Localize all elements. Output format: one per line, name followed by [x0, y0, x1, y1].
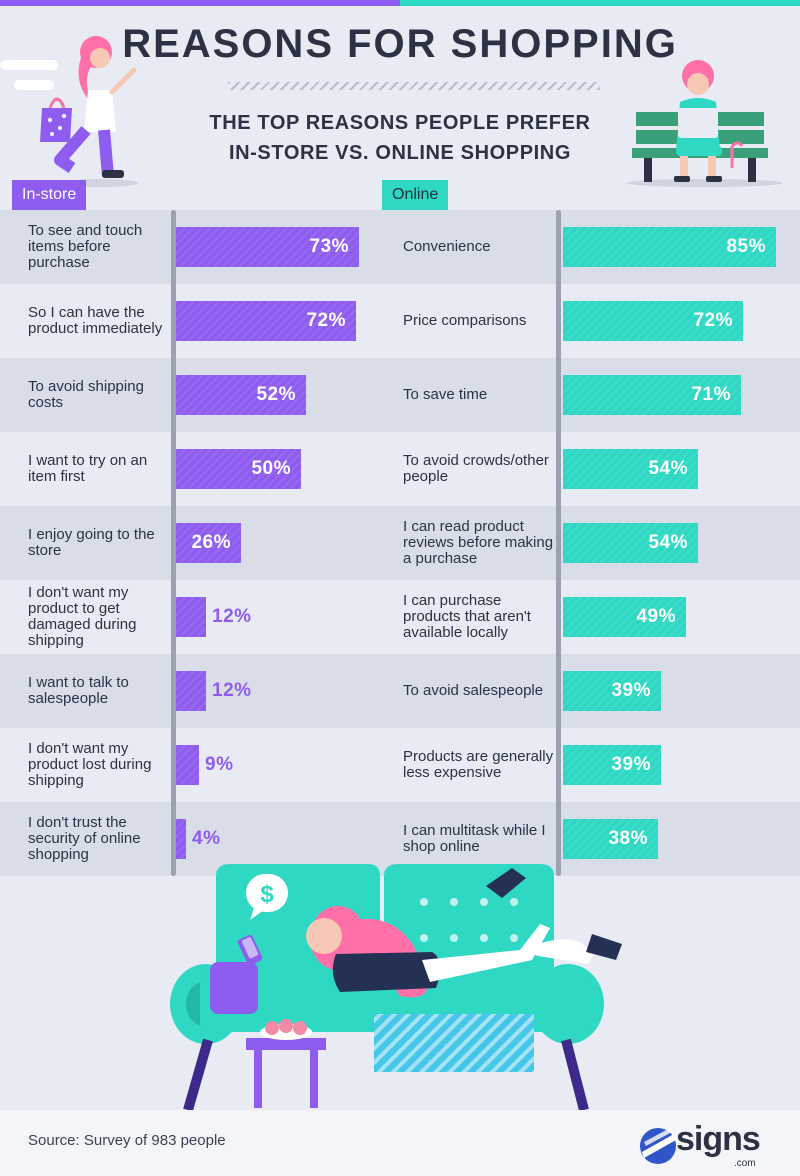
online-category-label: Products are generally less expensive [403, 748, 554, 781]
logo-suffix: .com [734, 1158, 756, 1169]
instore-category-label: I enjoy going to the store [28, 526, 155, 559]
instore-bar [176, 819, 186, 859]
instore-bar [176, 597, 206, 637]
online-row: I can multitask while I shop online 38% [378, 802, 800, 876]
instore-category-label: To see and touch items before purchase [28, 222, 143, 271]
online-row: Price comparisons 72% [378, 284, 800, 358]
instore-category-label: I want to talk to salespeople [28, 674, 129, 707]
instore-bar [176, 523, 241, 563]
instore-category-label: So I can have the product immediately [28, 304, 163, 337]
instore-bar [176, 227, 359, 267]
online-tab-label: Online [392, 186, 439, 203]
instore-value-label: 26% [191, 532, 231, 553]
online-category-label: I can multitask while I shop online [403, 822, 546, 855]
online-value-label: 38% [608, 828, 648, 849]
instore-category-label: I don't want my product to get damaged d… [28, 584, 137, 649]
online-row: Convenience 85% [378, 210, 800, 284]
online-bar [563, 671, 661, 711]
online-value-label: 71% [691, 384, 731, 405]
instore-category-label: I don't want my product lost during ship… [28, 740, 152, 789]
online-row: I can purchase products that aren't avai… [378, 580, 800, 654]
instore-value-label: 73% [309, 236, 349, 257]
instore-category-label: To avoid shipping costs [28, 378, 144, 411]
online-bar [563, 375, 741, 415]
instore-row: So I can have the product immediately 72% [0, 284, 378, 358]
online-tab: Online [382, 180, 449, 218]
page-title: REASONS FOR SHOPPING [122, 22, 678, 66]
online-bar [563, 597, 686, 637]
online-value-label: 54% [648, 532, 688, 553]
instore-row: To avoid shipping costs 52% [0, 358, 378, 432]
online-category-label: To save time [403, 386, 488, 403]
online-bar [563, 819, 658, 859]
top-color-band [0, 0, 800, 6]
shopper-woman-illustration [0, 36, 138, 187]
bench-laptop-illustration [627, 60, 783, 187]
online-category-label: To avoid crowds/other people [403, 452, 549, 485]
online-row: To avoid salespeople 39% [378, 654, 800, 728]
svg-text:$: $ [260, 881, 274, 908]
instore-value-label: 9% [205, 754, 234, 775]
instore-row: I don't want my product to get damaged d… [0, 580, 378, 654]
online-bar [563, 745, 661, 785]
instore-value-label: 12% [212, 680, 252, 701]
instore-bar [176, 301, 356, 341]
instore-value-label: 72% [306, 310, 346, 331]
instore-value-label: 50% [251, 458, 291, 479]
online-bar [563, 523, 698, 563]
source-note: Source: Survey of 983 people [28, 1132, 226, 1149]
logo-mark-icon [640, 1128, 676, 1164]
online-category-label: I can read product reviews before making… [403, 518, 554, 567]
instore-row: I don't want my product lost during ship… [0, 728, 378, 802]
instore-bar [176, 745, 199, 785]
instore-category-label: I want to try on an item first [28, 452, 148, 485]
online-value-label: 54% [648, 458, 688, 479]
online-bar [563, 227, 776, 267]
online-value-label: 85% [726, 236, 766, 257]
instore-bar [176, 671, 206, 711]
instore-bar [176, 375, 306, 415]
online-value-label: 72% [693, 310, 733, 331]
subtitle-line-2: IN-STORE VS. ONLINE SHOPPING [228, 142, 572, 164]
logo-wordmark: signs [676, 1120, 761, 1158]
online-category-label: To avoid salespeople [403, 682, 544, 699]
online-category-label: Price comparisons [403, 312, 527, 329]
instore-row: I want to talk to salespeople 12% [0, 654, 378, 728]
online-category-label: I can purchase products that aren't avai… [403, 592, 531, 641]
instore-axis-line [171, 210, 176, 876]
instore-tab: In-store [12, 180, 87, 218]
instore-row: I enjoy going to the store 26% [0, 506, 378, 580]
instore-category-label: I don't trust the security of online sho… [28, 814, 141, 863]
online-value-label: 39% [611, 754, 651, 775]
instore-tab-label: In-store [22, 186, 77, 203]
online-value-label: 49% [636, 606, 676, 627]
instore-value-label: 4% [192, 828, 221, 849]
instore-bar [176, 449, 301, 489]
online-row: To save time 71% [378, 358, 800, 432]
instore-value-label: 52% [256, 384, 296, 405]
online-row: I can read product reviews before making… [378, 506, 800, 580]
online-category-label: Convenience [403, 238, 491, 255]
footer: Source: Survey of 983 people signs .com [0, 1110, 800, 1176]
instore-row: I don't trust the security of online sho… [0, 802, 378, 876]
instore-value-label: 12% [212, 606, 252, 627]
instore-row: To see and touch items before purchase 73… [0, 210, 378, 284]
online-row: To avoid crowds/other people 54% [378, 432, 800, 506]
couch-phone-illustration: $ [170, 864, 622, 1110]
online-value-label: 39% [611, 680, 651, 701]
instore-row: I want to try on an item first 50% [0, 432, 378, 506]
page-subtitle: THE TOP REASONS PEOPLE PREFER IN-STORE V… [0, 108, 800, 168]
subtitle-line-1: THE TOP REASONS PEOPLE PREFER [209, 112, 591, 134]
title-divider [228, 82, 600, 90]
online-bar [563, 449, 698, 489]
online-row: Products are generally less expensive 39% [378, 728, 800, 802]
online-axis-line [556, 210, 561, 876]
signs-logo[interactable]: signs .com [640, 1118, 790, 1170]
online-bar [563, 301, 743, 341]
